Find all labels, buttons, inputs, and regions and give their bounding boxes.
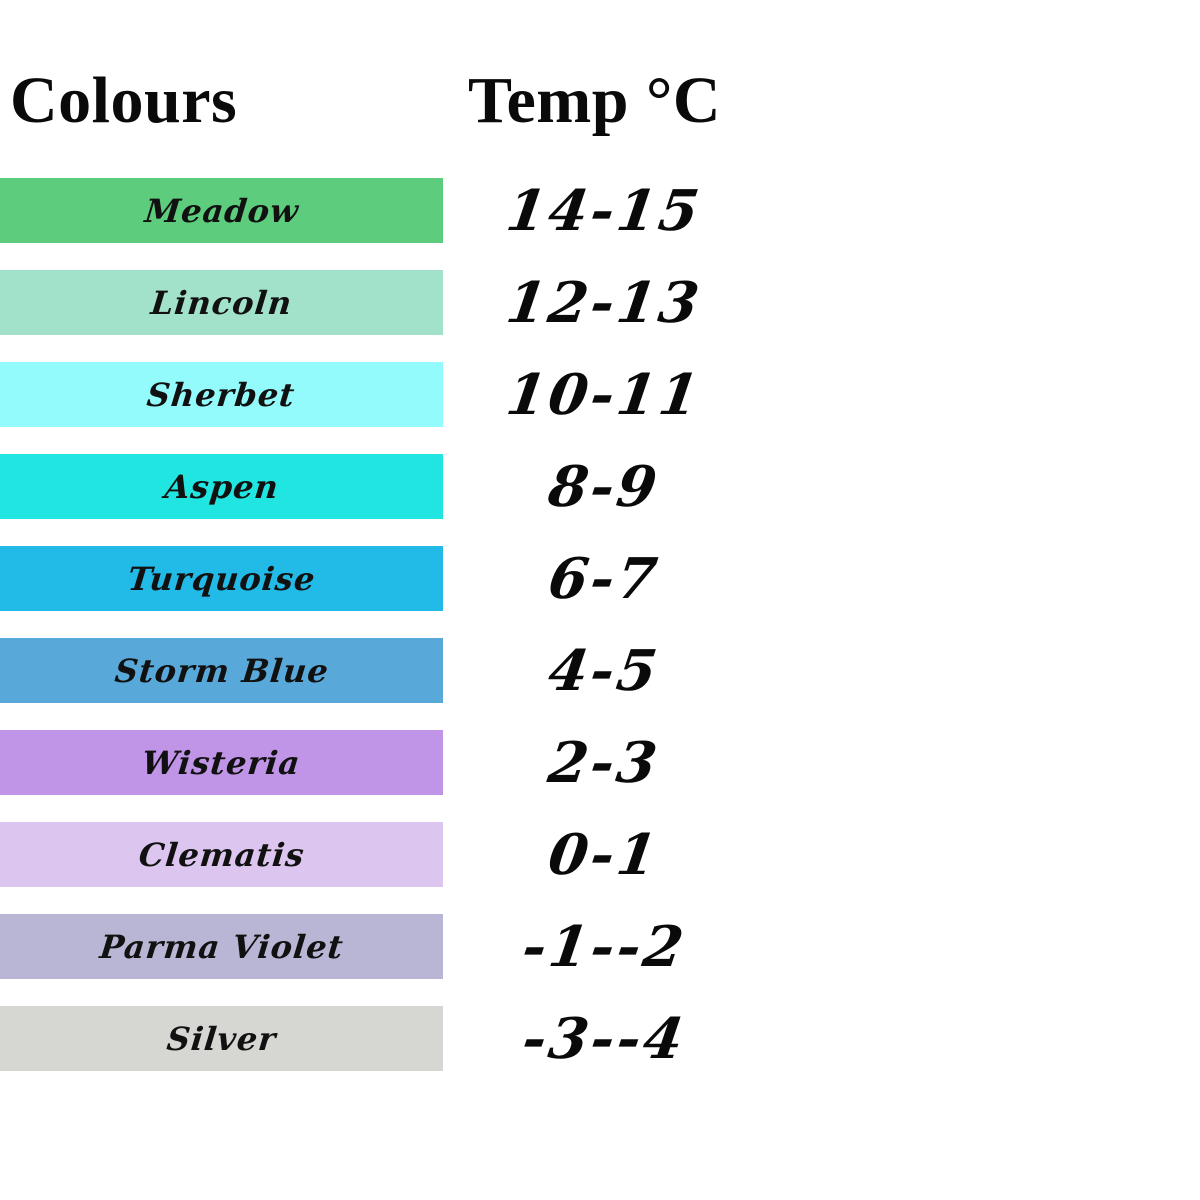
colour-name-label: Lincoln — [148, 283, 295, 322]
legend-row-silver: Silver -3--4 — [0, 1006, 765, 1072]
colour-name-label: Sherbet — [145, 375, 298, 414]
colour-name-label: Parma Violet — [97, 927, 346, 966]
colour-swatch-meadow: Meadow — [0, 178, 443, 243]
legend-row-lincoln: Lincoln 12-13 — [0, 270, 765, 336]
temp-range-label: 10-11 — [502, 362, 706, 428]
temp-range-label: 14-15 — [502, 178, 706, 244]
colour-swatch-clematis: Clematis — [0, 822, 443, 887]
temp-range-label: 6-7 — [544, 546, 664, 612]
temp-cell: 6-7 — [443, 546, 765, 612]
colour-swatch-turquoise: Turquoise — [0, 546, 443, 611]
colour-swatch-sherbet: Sherbet — [0, 362, 443, 427]
legend-row-parma-violet: Parma Violet -1--2 — [0, 914, 765, 980]
temp-range-label: 12-13 — [502, 270, 706, 336]
colours-column-header: Colours — [10, 64, 238, 137]
colour-name-label: Storm Blue — [112, 651, 331, 690]
colour-name-label: Clematis — [136, 835, 307, 874]
temp-cell: 0-1 — [443, 822, 765, 888]
colour-name-label: Wisteria — [140, 743, 303, 782]
temp-cell: 8-9 — [443, 454, 765, 520]
temp-range-label: 8-9 — [544, 454, 664, 520]
table-header: Colours Temp °C — [10, 68, 1190, 134]
colour-name-label: Aspen — [162, 467, 281, 506]
legend-row-wisteria: Wisteria 2-3 — [0, 730, 765, 796]
colour-swatch-parma-violet: Parma Violet — [0, 914, 443, 979]
colour-name-label: Silver — [164, 1019, 279, 1058]
legend-row-aspen: Aspen 8-9 — [0, 454, 765, 520]
legend-row-turquoise: Turquoise 6-7 — [0, 546, 765, 612]
legend-row-sherbet: Sherbet 10-11 — [0, 362, 765, 428]
temp-range-label: -3--4 — [518, 1006, 690, 1072]
legend-rows: Meadow 14-15 Lincoln 12-13 Sherbet 10-11… — [0, 178, 765, 1072]
temp-cell: 2-3 — [443, 730, 765, 796]
colour-swatch-aspen: Aspen — [0, 454, 443, 519]
colour-swatch-lincoln: Lincoln — [0, 270, 443, 335]
colour-swatch-silver: Silver — [0, 1006, 443, 1071]
temp-range-label: 2-3 — [544, 730, 664, 796]
temp-column-header: Temp °C — [468, 64, 721, 137]
legend-row-clematis: Clematis 0-1 — [0, 822, 765, 888]
temp-cell: 4-5 — [443, 638, 765, 704]
colour-swatch-wisteria: Wisteria — [0, 730, 443, 795]
temp-cell: -3--4 — [443, 1006, 765, 1072]
temp-cell: 12-13 — [443, 270, 765, 336]
legend-row-meadow: Meadow 14-15 — [0, 178, 765, 244]
temp-range-label: 4-5 — [544, 638, 664, 704]
temp-cell: 14-15 — [443, 178, 765, 244]
legend-row-storm-blue: Storm Blue 4-5 — [0, 638, 765, 704]
temp-range-label: -1--2 — [518, 914, 690, 980]
temp-cell: 10-11 — [443, 362, 765, 428]
temp-cell: -1--2 — [443, 914, 765, 980]
colour-name-label: Turquoise — [125, 559, 318, 598]
temp-range-label: 0-1 — [544, 822, 664, 888]
colour-name-label: Meadow — [142, 191, 301, 230]
colour-swatch-storm-blue: Storm Blue — [0, 638, 443, 703]
